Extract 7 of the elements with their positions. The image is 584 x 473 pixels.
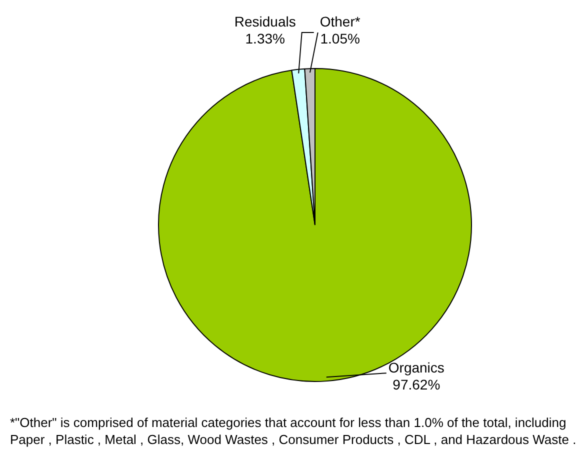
data-label: 97.62% <box>392 376 440 392</box>
data-label: 1.05% <box>320 30 360 46</box>
data-label: 1.33% <box>245 30 285 46</box>
slice-label: Residuals <box>234 13 296 30</box>
slice-label: Organics <box>388 359 444 376</box>
slice-label: Other* <box>320 13 361 30</box>
text: *"Other" is comprised of material categories that account for less than 1.0% of the total, including Paper , Plastic , Metal , Glass, Wood Wastes , Consumer Products , CDL , and Hazardous Waste . <box>10 414 578 448</box>
